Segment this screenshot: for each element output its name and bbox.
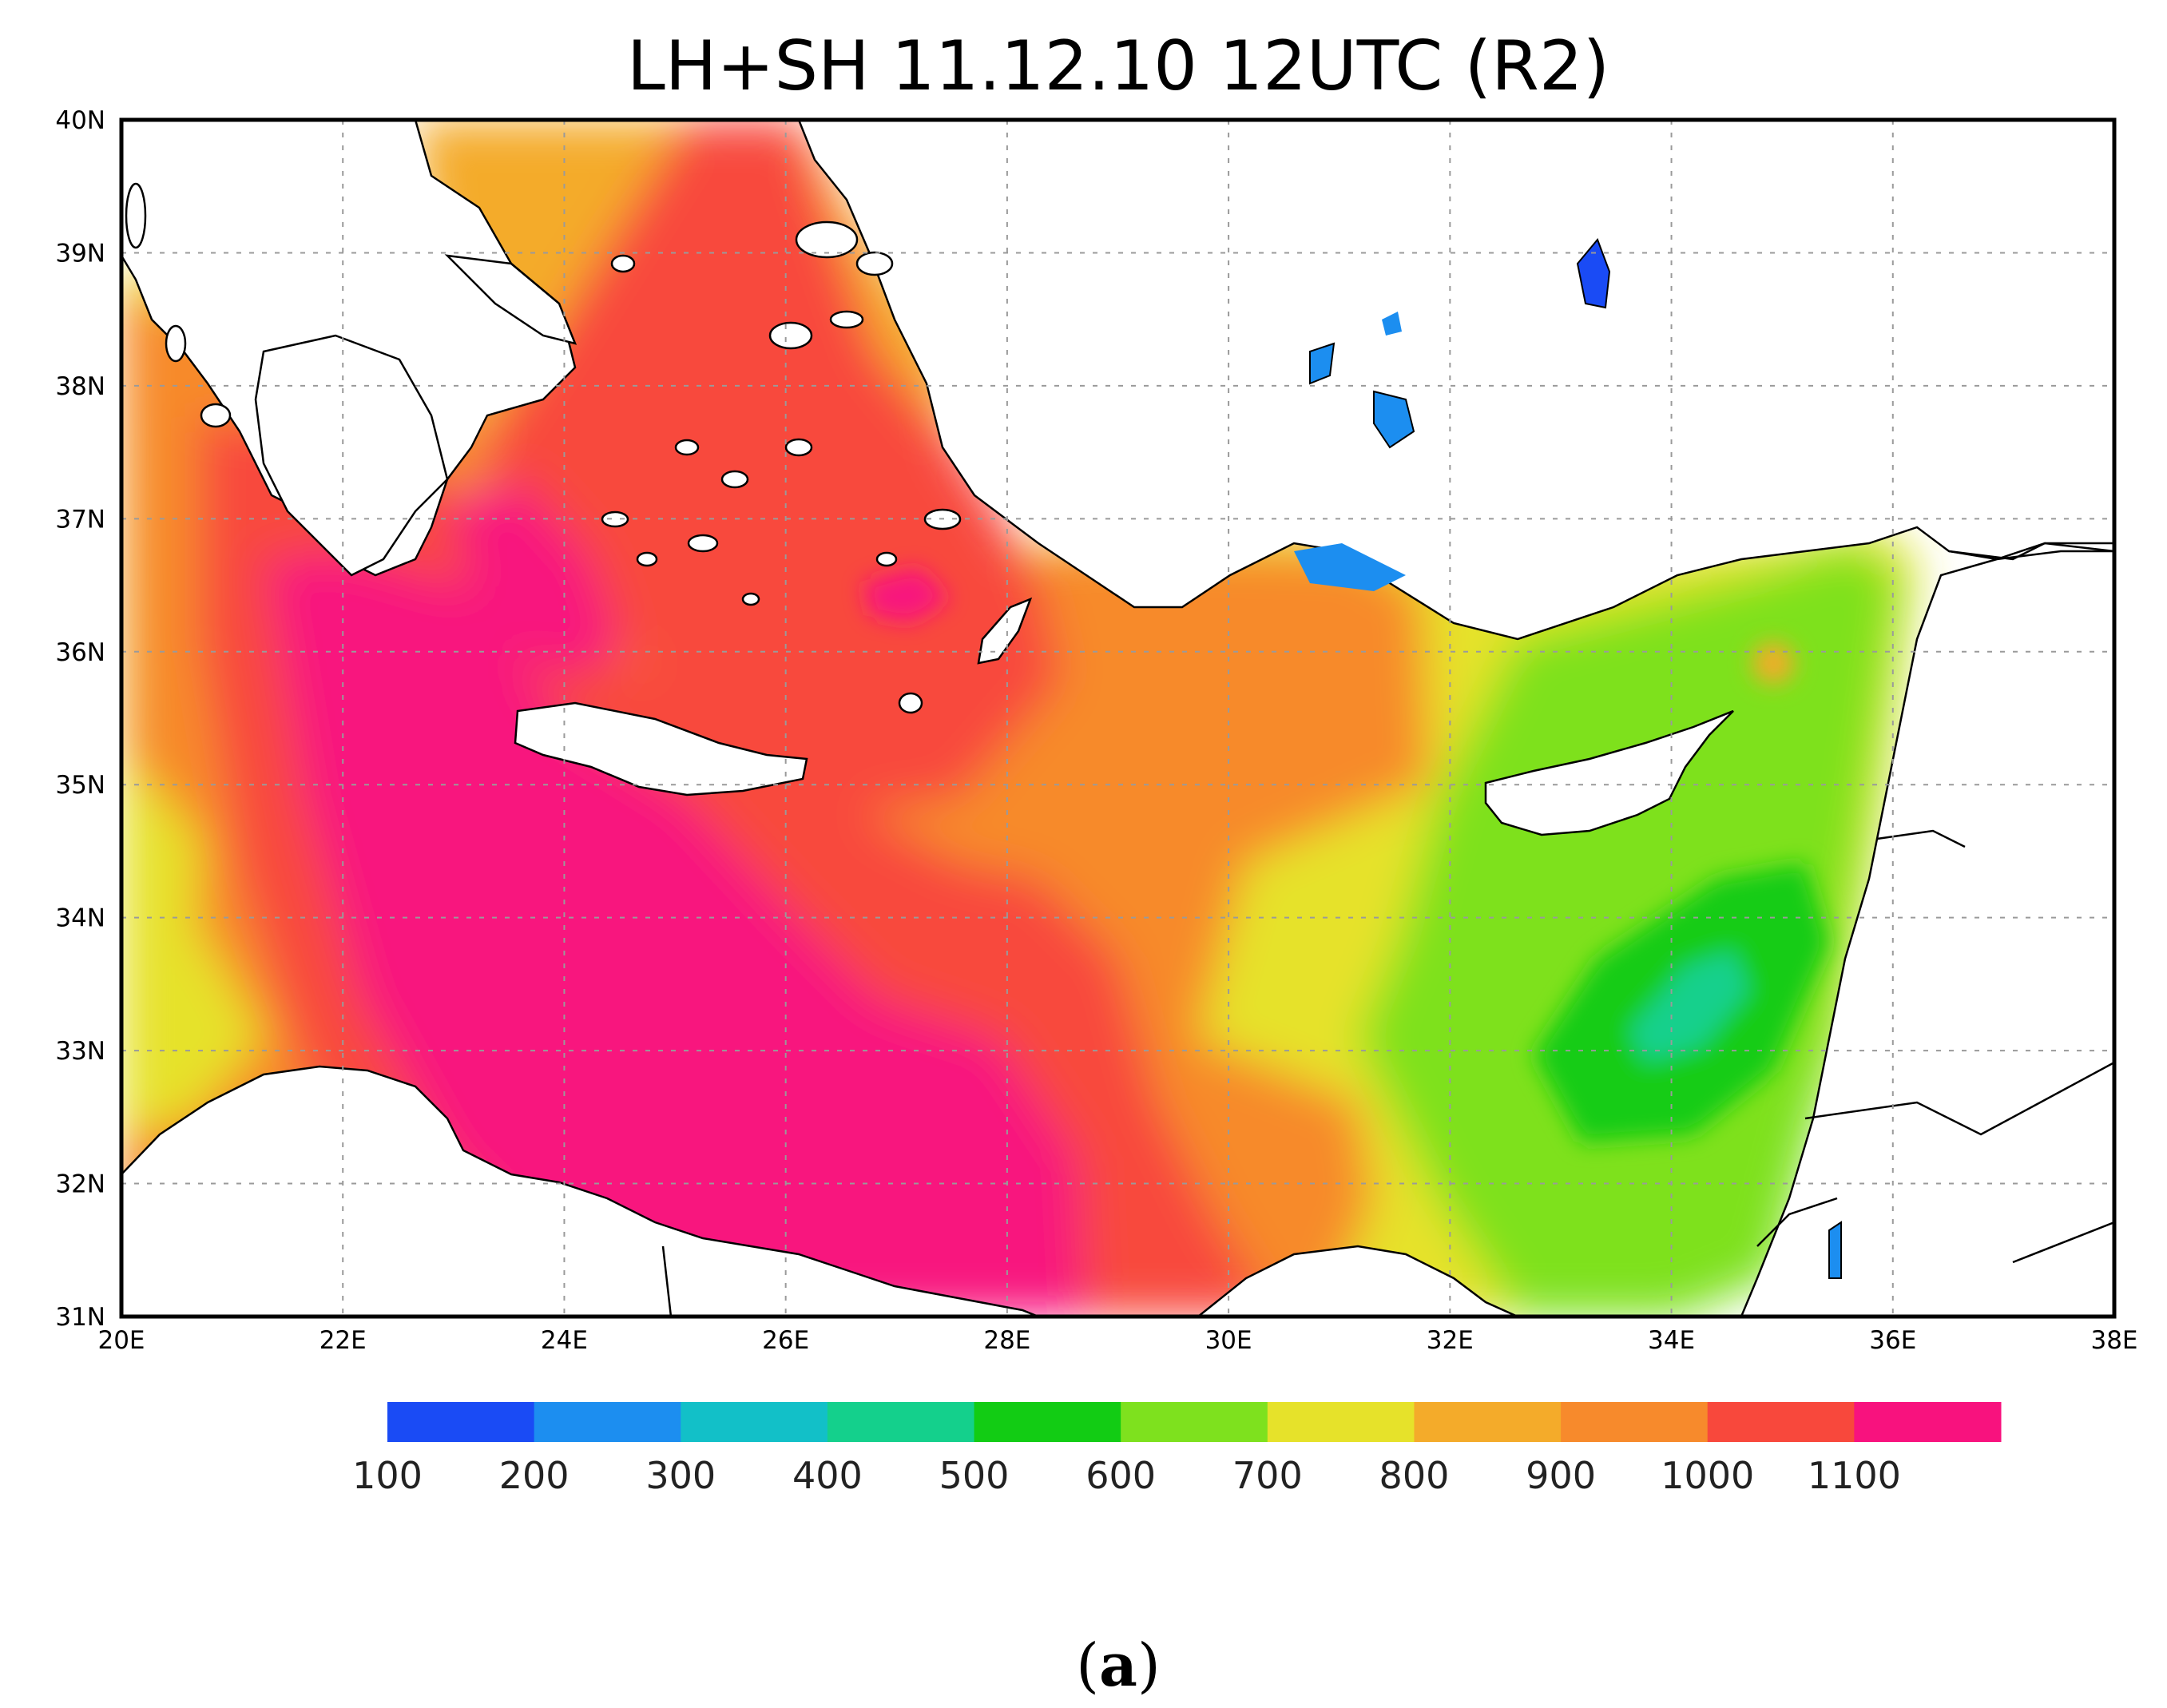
grid-lines xyxy=(121,120,2114,1317)
map-title: LH+SH 11.12.10 12UTC (R2) xyxy=(627,26,1609,106)
land-cyprus xyxy=(1484,709,1734,836)
colorbar-label: 900 xyxy=(1526,1454,1596,1497)
colorbar-swatch xyxy=(534,1402,681,1442)
land-africa xyxy=(121,1065,1039,1317)
lon-tick-label: 24E xyxy=(541,1326,588,1355)
colorbar-swatch xyxy=(387,1402,535,1442)
land-levant xyxy=(1740,550,2114,1317)
land-masses xyxy=(121,120,2114,1317)
lon-tick-label: 36E xyxy=(1869,1326,1916,1355)
colorbar-label: 500 xyxy=(939,1454,1010,1497)
lat-tick-label: 33N xyxy=(55,1037,105,1066)
colorbar-label: 400 xyxy=(792,1454,863,1497)
colorbar-swatch xyxy=(1561,1402,1709,1442)
colorbar-label: 100 xyxy=(352,1454,423,1497)
land-crete xyxy=(514,701,808,796)
colorbar-swatch xyxy=(974,1402,1121,1442)
lat-tick-label: 39N xyxy=(55,239,105,268)
map-frame xyxy=(119,117,2117,1319)
lon-tick-label: 20E xyxy=(97,1326,145,1355)
colorbar-label: 1100 xyxy=(1808,1454,1901,1497)
lat-tick-label: 40N xyxy=(55,106,105,135)
map-plot xyxy=(121,120,2114,1317)
colorbar-swatch xyxy=(1707,1402,1855,1442)
lat-axis: 40N 39N 38N 37N 36N 35N 34N 33N 32N 31N xyxy=(55,106,105,1332)
colorbar-label: 700 xyxy=(1232,1454,1303,1497)
figure-caption: (a) xyxy=(1076,1631,1161,1700)
lat-tick-label: 32N xyxy=(55,1170,105,1199)
lon-tick-label: 28E xyxy=(983,1326,1030,1355)
lat-tick-label: 38N xyxy=(55,372,105,401)
colorbar: 100 200 300 400 500 600 700 800 900 1000 1100 xyxy=(352,1402,2002,1497)
lon-tick-label: 26E xyxy=(762,1326,809,1355)
colorbar-swatch xyxy=(1121,1402,1268,1442)
colorbar-swatch xyxy=(1854,1402,2002,1442)
lon-tick-label: 22E xyxy=(319,1326,367,1355)
colorbar-swatch xyxy=(681,1402,828,1442)
lon-axis: 20E 22E 24E 26E 28E 30E 32E 34E 36E 38E xyxy=(97,1326,2137,1355)
aegean-islands xyxy=(125,182,962,714)
colorbar-swatch xyxy=(1267,1402,1415,1442)
lon-tick-label: 34E xyxy=(1648,1326,1695,1355)
colorbar-label: 600 xyxy=(1085,1454,1156,1497)
colorbar-label: 800 xyxy=(1379,1454,1450,1497)
colorbar-label: 200 xyxy=(499,1454,570,1497)
lat-tick-label: 36N xyxy=(55,638,105,667)
lat-tick-label: 34N xyxy=(55,904,105,933)
colorbar-swatch xyxy=(1414,1402,1562,1442)
lon-tick-label: 38E xyxy=(2090,1326,2137,1355)
lon-tick-label: 32E xyxy=(1427,1326,1474,1355)
lon-tick-label: 30E xyxy=(1205,1326,1252,1355)
lat-tick-label: 31N xyxy=(55,1303,105,1332)
lat-tick-label: 35N xyxy=(55,771,105,800)
lat-tick-label: 37N xyxy=(55,505,105,534)
colorbar-label: 300 xyxy=(645,1454,716,1497)
colorbar-swatch xyxy=(827,1402,975,1442)
colorbar-label: 1000 xyxy=(1661,1454,1754,1497)
